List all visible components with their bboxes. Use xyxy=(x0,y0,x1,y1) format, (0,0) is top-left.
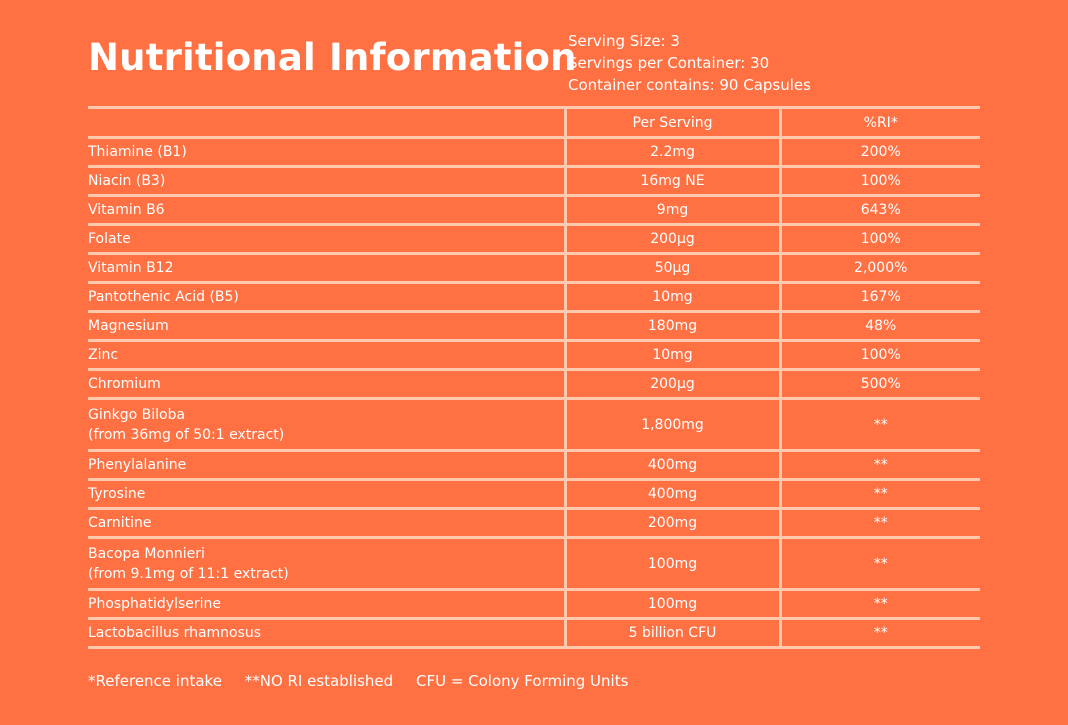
per-serving-value: 16mg NE xyxy=(563,165,780,196)
table-row: Phenylalanine 400mg ** xyxy=(88,449,980,480)
per-serving-value: 5 billion CFU xyxy=(563,617,780,649)
nutrient-name-cell: Bacopa Monnieri (from 9.1mg of 11:1 extra… xyxy=(88,536,565,590)
ri-value: 643% xyxy=(778,194,980,225)
nutrient-name-cell: Ginkgo Biloba (from 36mg of 50:1 extract) xyxy=(88,397,565,451)
ri-value: 100% xyxy=(778,339,980,370)
table-row: Zinc 10mg 100% xyxy=(88,339,980,370)
table-row: Magnesium 180mg 48% xyxy=(88,310,980,341)
nutrient-name: Folate xyxy=(88,231,131,247)
nutrient-name: Phenylalanine xyxy=(88,457,187,473)
nutrient-name-cell: Pantothenic Acid (B5) xyxy=(88,281,565,312)
per-serving-value: 200mg xyxy=(563,507,780,538)
per-serving-value: 180mg xyxy=(563,310,780,341)
ri-value: ** xyxy=(778,397,980,451)
nutrient-name: Carnitine xyxy=(88,515,152,531)
serving-size: Serving Size: 3 xyxy=(568,32,680,50)
nutrient-name-cell: Thiamine (B1) xyxy=(88,136,565,167)
footer-notes: *Reference intake **NO RI established CF… xyxy=(88,672,646,690)
ri-value: ** xyxy=(778,536,980,590)
footnote-no-ri: **NO RI established xyxy=(244,672,394,690)
per-serving-value: 400mg xyxy=(563,449,780,480)
nutrient-name: Bacopa Monnieri xyxy=(88,545,205,562)
nutrient-name-cell: Chromium xyxy=(88,368,565,399)
nutrient-name: Pantothenic Acid (B5) xyxy=(88,289,239,305)
table-row: Carnitine 200mg ** xyxy=(88,507,980,538)
table-row: Tyrosine 400mg ** xyxy=(88,478,980,509)
nutrient-source-note: (from 9.1mg of 11:1 extract) xyxy=(88,565,289,582)
per-serving-value: 200µg xyxy=(563,223,780,254)
nutrient-name: Magnesium xyxy=(88,318,169,334)
ri-value: 2,000% xyxy=(778,252,980,283)
nutrient-name: Vitamin B12 xyxy=(88,260,174,276)
table-row: Niacin (B3) 16mg NE 100% xyxy=(88,165,980,196)
nutrient-name: Niacin (B3) xyxy=(88,173,166,189)
nutrient-name-cell: Phenylalanine xyxy=(88,449,565,480)
table-row: Phosphatidylserine 100mg ** xyxy=(88,588,980,619)
footnote-cfu: CFU = Colony Forming Units xyxy=(415,672,629,690)
nutrient-name-cell: Vitamin B6 xyxy=(88,194,565,225)
table-row: Vitamin B6 9mg 643% xyxy=(88,194,980,225)
nutrient-name: Lactobacillus rhamnosus xyxy=(88,625,262,641)
per-serving-value: 2.2mg xyxy=(563,136,780,167)
nutrient-name-cell: Carnitine xyxy=(88,507,565,538)
nutrient-name: Vitamin B6 xyxy=(88,202,165,218)
ri-value: ** xyxy=(778,449,980,480)
header-name xyxy=(88,106,565,138)
table-row: Folate 200µg 100% xyxy=(88,223,980,254)
ri-value: 167% xyxy=(778,281,980,312)
table-row: Pantothenic Acid (B5) 10mg 167% xyxy=(88,281,980,312)
table-row: Vitamin B12 50µg 2,000% xyxy=(88,252,980,283)
nutrition-table: Per Serving %RI* Thiamine (B1) 2.2mg 200% N… xyxy=(88,106,980,649)
nutrient-name-cell: Vitamin B12 xyxy=(88,252,565,283)
nutrient-source-note: (from 36mg of 50:1 extract) xyxy=(88,426,285,443)
ri-value: ** xyxy=(778,478,980,509)
table-row: Chromium 200µg 500% xyxy=(88,368,980,399)
page-title: Nutritional Information xyxy=(88,36,577,79)
nutrient-name: Chromium xyxy=(88,376,161,392)
ri-value: 500% xyxy=(778,368,980,399)
nutrient-name-cell: Lactobacillus rhamnosus xyxy=(88,617,565,649)
table-row: Bacopa Monnieri (from 9.1mg of 11:1 extra… xyxy=(88,536,980,590)
servings-per-container: Servings per Container: 30 xyxy=(568,54,770,72)
nutrient-name: Zinc xyxy=(88,347,119,363)
table-row: Thiamine (B1) 2.2mg 200% xyxy=(88,136,980,167)
per-serving-value: 400mg xyxy=(563,478,780,509)
header-ri: %RI* xyxy=(778,106,980,138)
per-serving-value: 10mg xyxy=(563,281,780,312)
container-contains: Container contains: 90 Capsules xyxy=(568,76,811,94)
per-serving-value: 50µg xyxy=(563,252,780,283)
ri-value: 100% xyxy=(778,223,980,254)
nutrient-name-cell: Niacin (B3) xyxy=(88,165,565,196)
table-header-row: Per Serving %RI* xyxy=(88,106,980,138)
ri-value: 100% xyxy=(778,165,980,196)
ri-value: ** xyxy=(778,588,980,619)
per-serving-value: 200µg xyxy=(563,368,780,399)
ri-value: ** xyxy=(778,617,980,649)
per-serving-value: 100mg xyxy=(563,536,780,590)
ri-value: ** xyxy=(778,507,980,538)
per-serving-value: 100mg xyxy=(563,588,780,619)
per-serving-value: 1,800mg xyxy=(563,397,780,451)
ri-value: 200% xyxy=(778,136,980,167)
per-serving-value: 10mg xyxy=(563,339,780,370)
serving-info: Serving Size: 3 Servings per Container: … xyxy=(568,30,811,96)
per-serving-value: 9mg xyxy=(563,194,780,225)
nutrient-name-cell: Phosphatidylserine xyxy=(88,588,565,619)
nutrient-name-cell: Folate xyxy=(88,223,565,254)
table-row: Lactobacillus rhamnosus 5 billion CFU ** xyxy=(88,617,980,649)
nutrient-name: Tyrosine xyxy=(88,486,146,502)
nutrient-name: Phosphatidylserine xyxy=(88,596,221,612)
header-per-serving: Per Serving xyxy=(563,106,780,138)
footnote-reference: *Reference intake xyxy=(88,672,222,690)
nutrient-name-cell: Zinc xyxy=(88,339,565,370)
nutrient-name-cell: Tyrosine xyxy=(88,478,565,509)
nutrient-name: Thiamine (B1) xyxy=(88,144,187,160)
nutrient-name-cell: Magnesium xyxy=(88,310,565,341)
nutrient-name: Ginkgo Biloba xyxy=(88,406,186,423)
table-row: Ginkgo Biloba (from 36mg of 50:1 extract)… xyxy=(88,397,980,451)
ri-value: 48% xyxy=(778,310,980,341)
